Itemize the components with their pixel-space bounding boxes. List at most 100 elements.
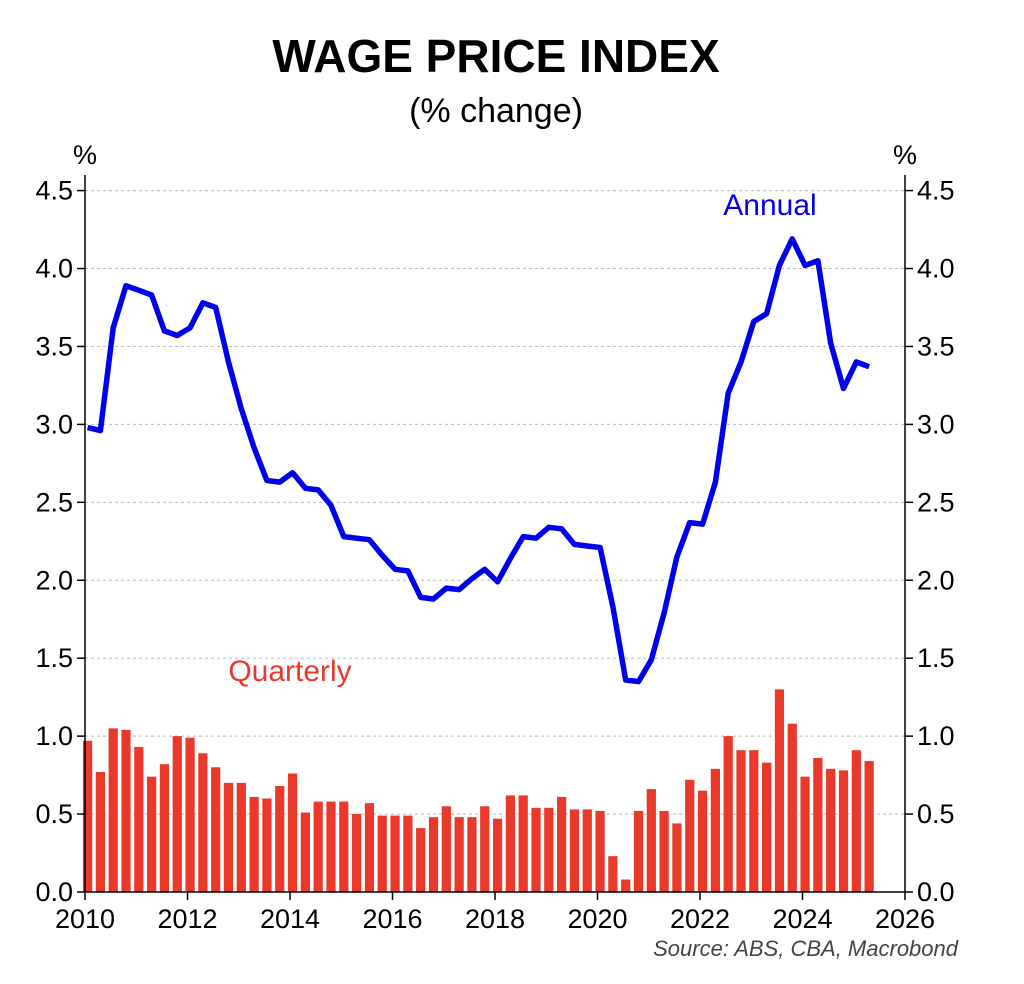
quarterly-bar [659,810,669,892]
quarterly-bar [147,776,157,892]
quarterly-bar [172,736,182,892]
x-tick-label: 2010 [55,904,115,934]
quarterly-bar [454,817,464,892]
quarterly-bar [339,801,349,892]
quarterly-bar [82,740,93,892]
quarterly-bar [403,815,413,892]
quarterly-bar [416,828,426,892]
chart-title: WAGE PRICE INDEX [272,30,720,82]
chart-subtitle: (% change) [409,92,583,130]
quarterly-bar [211,767,221,892]
y-tick-label-left: 1.0 [35,721,73,751]
x-tick-label: 2014 [260,904,320,934]
quarterly-bar [108,728,118,892]
y-tick-label-left: 0.5 [35,799,73,829]
quarterly-bar [134,747,144,892]
quarterly-bar [633,810,644,892]
quarterly-bars [82,689,874,892]
quarterly-bar [249,796,259,892]
y-ticks-left: 0.0 0.5 1.0 1.5 2.0 2.5 3.0 3.5 4.0 4.5 [35,176,85,907]
y-tick-label-left: 4.5 [35,176,73,206]
y-tick-label-left: 2.0 [35,565,73,595]
y-tick-label-right: 2.0 [917,565,955,595]
quarterly-bar [608,856,618,892]
x-tick-label: 2012 [157,904,217,934]
quarterly-bar [275,786,285,892]
x-tick-label: 2026 [875,904,935,934]
quarterly-bar [595,810,605,892]
quarterly-bar [236,782,246,892]
quarterly-bar [441,806,451,892]
quarterly-bar [121,729,131,892]
y-tick-label-right: 0.5 [917,799,955,829]
annual-line [86,236,871,685]
y-unit-left: % [73,140,97,170]
quarterly-bar [505,795,515,892]
quarterly-bar [300,812,310,892]
source-note: Source: ABS, CBA, Macrobond [653,936,959,961]
quarterly-bar [313,801,323,892]
y-tick-label-left: 2.5 [35,487,73,517]
quarterly-bar [95,771,105,892]
quarterly-bar [492,818,503,892]
quarterly-bar [864,761,874,892]
quarterly-bar [428,817,439,892]
y-tick-label-left: 3.5 [35,331,73,361]
quarterly-bar [364,803,375,892]
quarterly-bar [262,798,272,892]
quarterly-bar [851,750,861,892]
y-tick-label-left: 4.0 [35,254,73,284]
quarterly-bar [223,782,234,892]
quarterly-bar [710,768,720,892]
x-tick-label: 2022 [670,904,730,934]
quarterly-bar [480,806,490,892]
quarterly-bar [159,764,170,892]
quarterly-bar [774,689,785,892]
quarterly-bar [762,762,772,892]
quarterly-bar [826,768,836,892]
quarterly-bar [185,737,195,892]
y-tick-label-right: 3.5 [917,331,955,361]
quarterly-series-label: Quarterly [228,655,351,688]
y-unit-right: % [893,140,917,170]
quarterly-bar [749,750,759,892]
quarterly-bar [518,795,528,892]
y-tick-label-left: 0.0 [35,877,73,907]
quarterly-bar [467,817,477,892]
quarterly-bar [672,823,682,892]
quarterly-bar [198,753,208,892]
x-tick-label: 2018 [465,904,525,934]
quarterly-bar [621,879,631,892]
quarterly-bar [326,801,336,892]
annual-series-label: Annual [723,189,816,222]
quarterly-bar [813,757,823,892]
quarterly-bar [544,807,554,892]
quarterly-bar [787,723,797,892]
y-tick-label-left: 1.5 [35,643,73,673]
quarterly-bar [377,815,387,892]
quarterly-bar [838,770,849,892]
y-tick-label-right: 3.0 [917,409,955,439]
x-tick-label: 2020 [567,904,627,934]
annual-line-layer [86,236,871,685]
x-tick-label: 2024 [772,904,832,934]
quarterly-bar [557,796,567,892]
quarterly-bar [723,736,733,892]
quarterly-bar [646,789,656,892]
y-tick-label-right: 4.5 [917,176,955,206]
y-tick-label-right: 2.5 [917,487,955,517]
quarterly-bar [531,807,541,892]
y-tick-label-right: 1.5 [917,643,955,673]
quarterly-bar [390,815,400,892]
quarterly-bar [685,779,695,892]
y-ticks-right: 0.0 0.5 1.0 1.5 2.0 2.5 3.0 3.5 4.0 4.5 [905,176,955,907]
x-ticks: 2010 2012 2014 2016 2018 2020 2022 2024 2026 [55,892,935,934]
quarterly-bar [800,776,810,892]
y-tick-label-right: 0.0 [917,877,955,907]
quarterly-bar [582,809,592,892]
quarterly-bar [697,790,708,892]
y-tick-label-right: 4.0 [917,254,955,284]
quarterly-bar [352,814,362,892]
y-tick-label-right: 1.0 [917,721,955,751]
